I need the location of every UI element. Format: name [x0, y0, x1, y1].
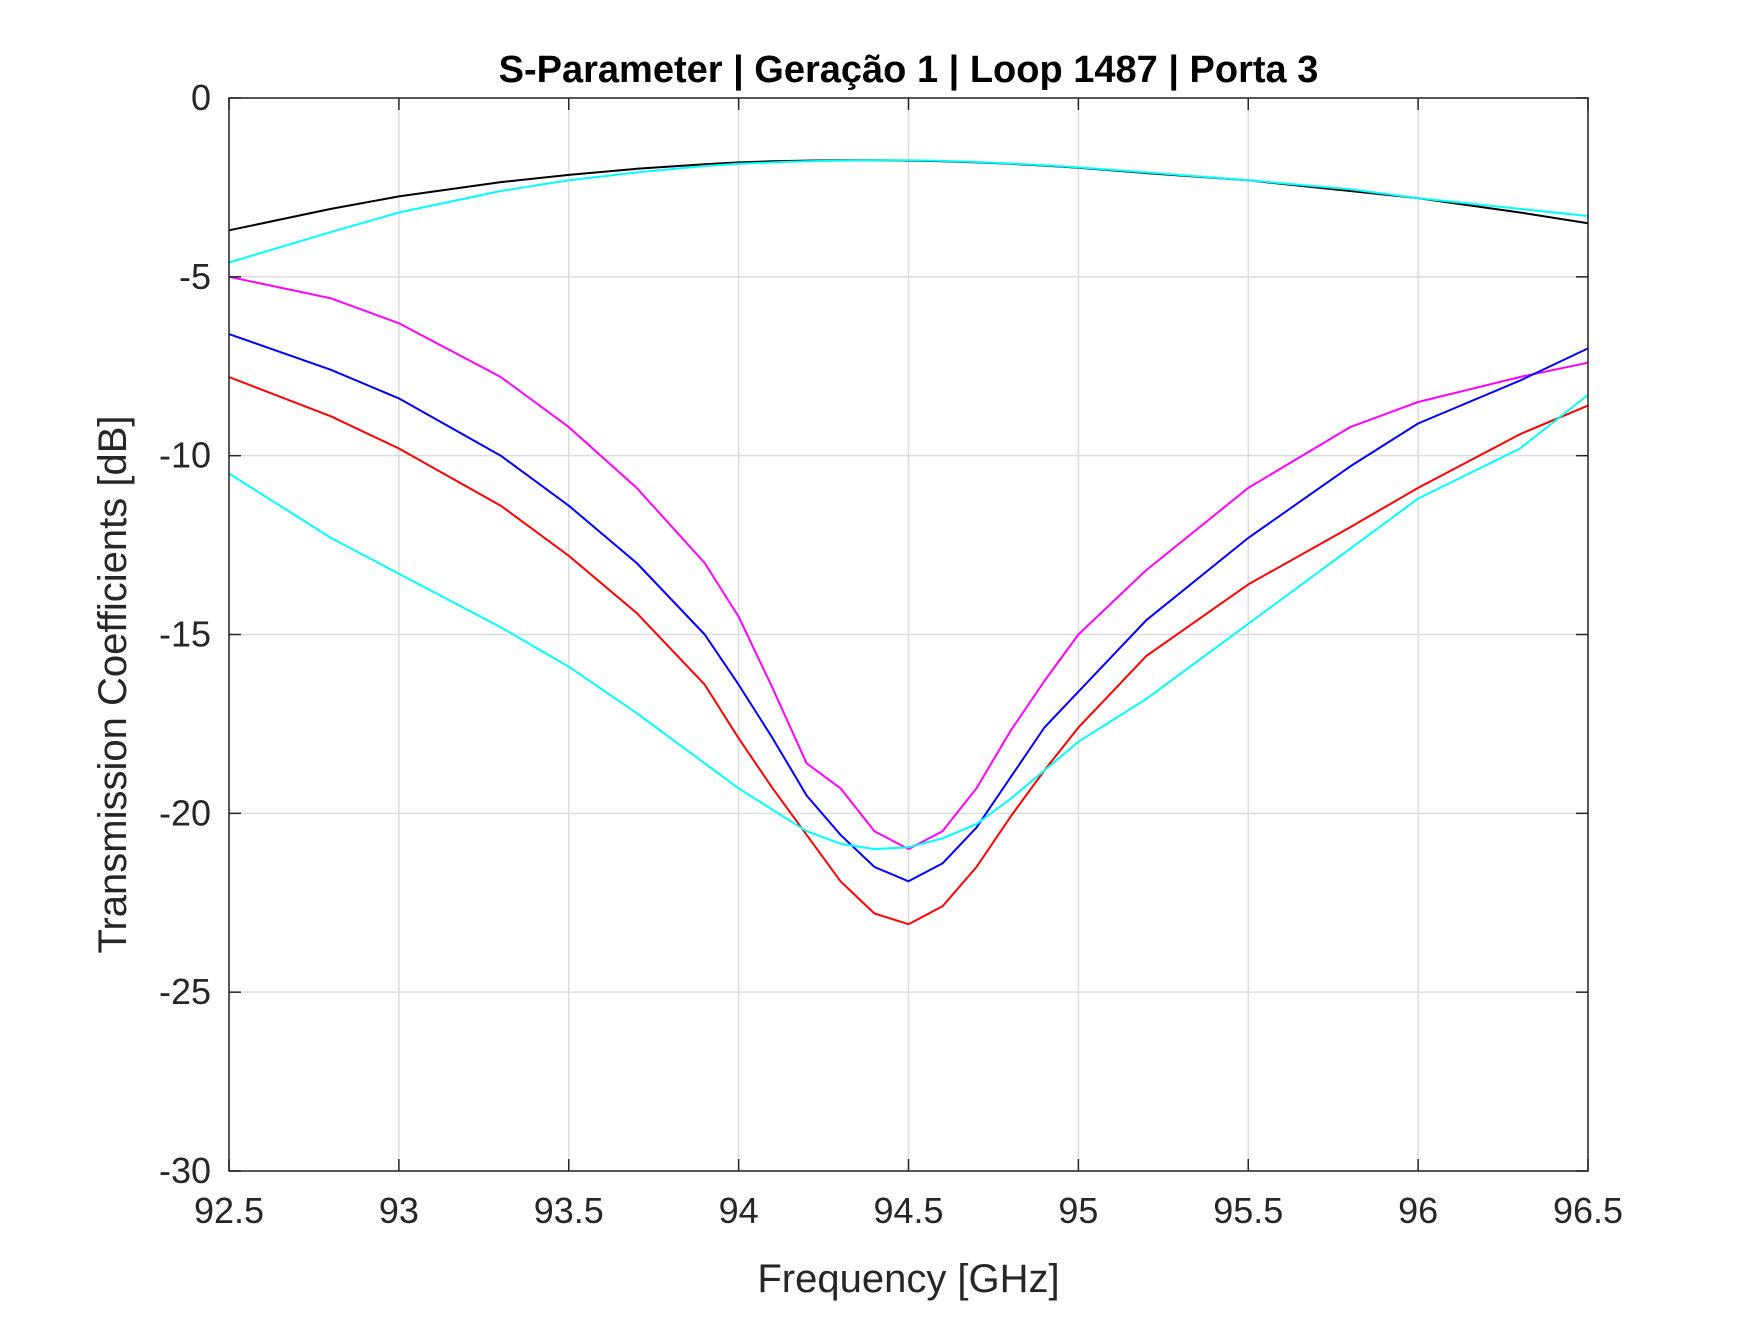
series-line-2: [228, 159, 1589, 264]
x-axis-label: Frequency [GHz]: [757, 1257, 1059, 1301]
y-tick-label: -10: [159, 435, 211, 476]
x-tick-label: 94: [719, 1190, 759, 1231]
series-line-3: [228, 275, 1589, 851]
x-tick-label: 96.5: [1553, 1190, 1623, 1231]
x-tick-label: 93.5: [534, 1190, 604, 1231]
y-tick-labels: 0 -5 -10 -15 -20 -25 -30: [159, 77, 211, 1191]
chart-title: S-Parameter | Geração 1 | Loop 1487 | Po…: [499, 49, 1319, 91]
x-tick-label: 92.5: [194, 1190, 264, 1231]
y-tick-label: -25: [159, 971, 211, 1012]
y-tick-label: -20: [159, 792, 211, 833]
series-layer: [228, 159, 1589, 926]
x-tick-label: 94.5: [873, 1190, 943, 1231]
series-line-4: [228, 333, 1589, 883]
y-tick-label: -5: [179, 256, 211, 297]
y-tick-label: 0: [191, 77, 211, 118]
x-tick-label: 93: [379, 1190, 419, 1231]
x-tick-label: 95: [1058, 1190, 1098, 1231]
series-line-5: [228, 376, 1589, 926]
y-axis-label: Transmission Coefficients [dB]: [91, 416, 135, 954]
y-tick-label: -30: [159, 1150, 211, 1191]
y-tick-label: -15: [159, 614, 211, 655]
series-line-6: [228, 394, 1589, 851]
x-tick-labels: 92.5 93 93.5 94 94.5 95 95.5 96 96.5: [194, 1190, 1623, 1231]
tick-marks: [228, 97, 1589, 1172]
x-tick-label: 96: [1398, 1190, 1438, 1231]
x-tick-label: 95.5: [1213, 1190, 1283, 1231]
